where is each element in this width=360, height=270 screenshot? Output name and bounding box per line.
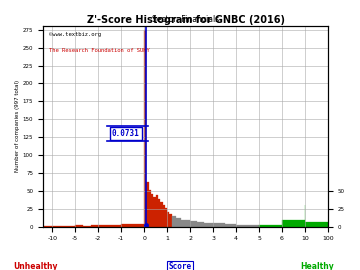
Bar (144, 30, 147, 227)
Text: Healthy: Healthy (300, 262, 334, 270)
Bar (151, 194, 153, 227)
Text: 0.0731: 0.0731 (112, 129, 140, 138)
Bar (153, 197, 156, 227)
Bar (75, 225, 83, 227)
Bar (225, 224, 236, 227)
Bar (43, 226, 52, 227)
Bar (282, 220, 305, 227)
Text: The Research Foundation of SUNY: The Research Foundation of SUNY (49, 48, 149, 53)
Bar (156, 195, 158, 227)
Bar (213, 223, 225, 227)
Bar (160, 202, 162, 227)
Bar (190, 221, 197, 227)
Bar (236, 225, 259, 227)
Bar (172, 216, 176, 227)
Title: Z'-Score Histogram for GNBC (2016): Z'-Score Histogram for GNBC (2016) (87, 15, 285, 25)
Bar (121, 224, 144, 227)
Text: Score: Score (168, 262, 192, 270)
Bar (305, 222, 328, 227)
Bar (149, 190, 151, 227)
Bar (162, 205, 165, 227)
Bar (147, 182, 149, 227)
Bar (90, 225, 98, 227)
Bar (259, 225, 282, 227)
Bar (176, 218, 181, 227)
Y-axis label: Number of companies (997 total): Number of companies (997 total) (15, 80, 20, 173)
Bar (167, 212, 170, 227)
Bar (98, 225, 121, 227)
Text: Unhealthy: Unhealthy (14, 262, 58, 270)
Bar (83, 226, 90, 227)
Bar (158, 199, 160, 227)
Bar (170, 214, 172, 227)
Bar (71, 226, 75, 227)
Bar (185, 220, 190, 227)
Bar (204, 223, 213, 227)
Bar (181, 220, 185, 227)
Text: Sector: Financials: Sector: Financials (152, 15, 219, 24)
Text: ©www.textbiz.org: ©www.textbiz.org (49, 32, 101, 37)
Bar (197, 222, 204, 227)
Bar (165, 208, 167, 227)
